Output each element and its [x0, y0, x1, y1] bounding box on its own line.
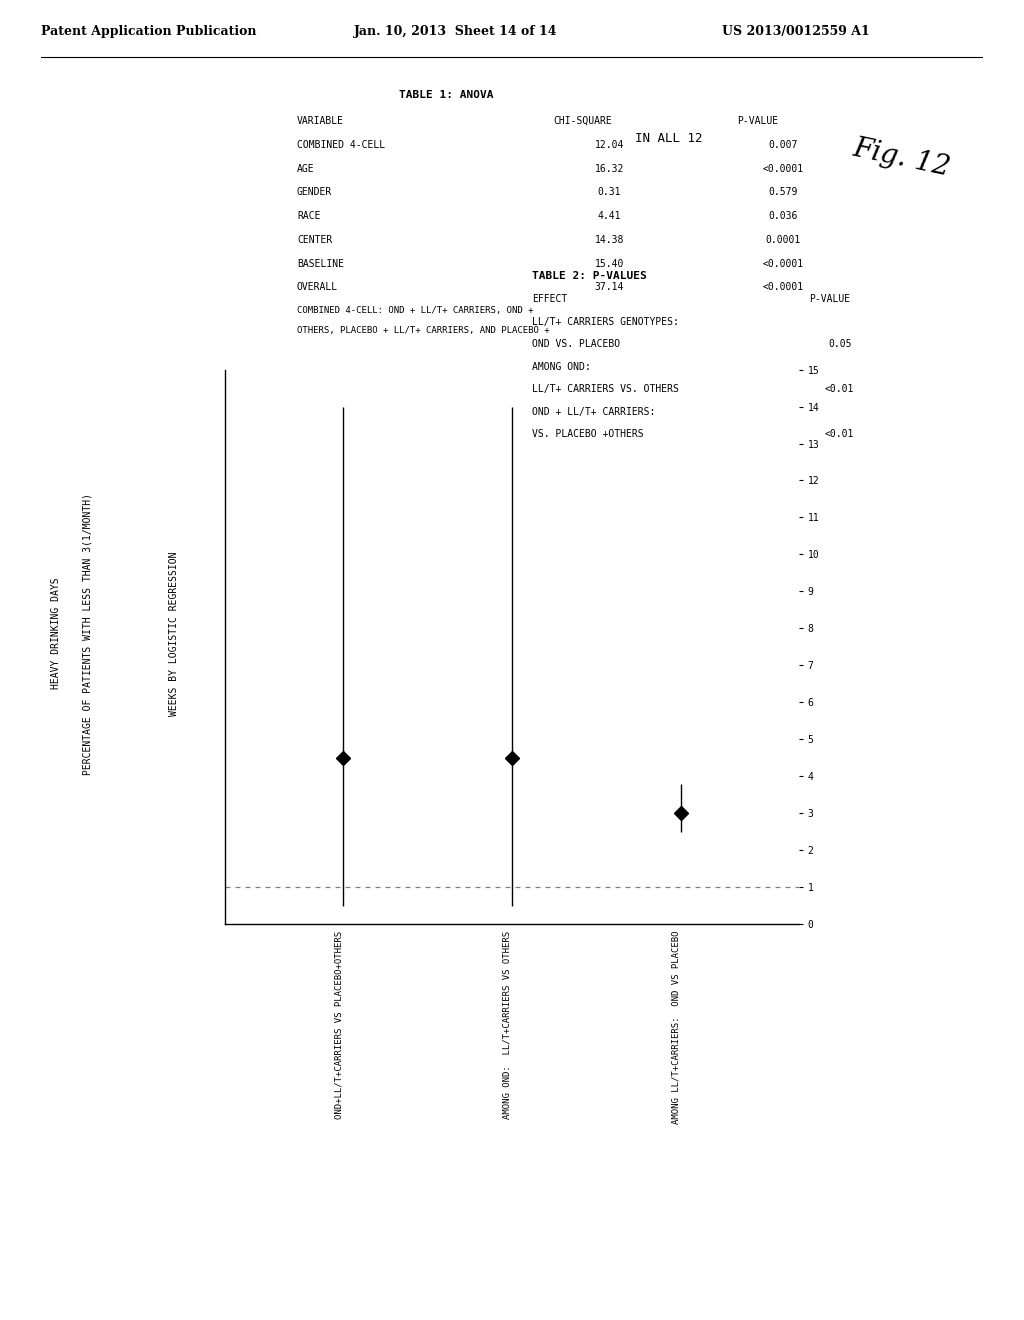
Text: P-VALUE: P-VALUE: [737, 116, 778, 127]
Text: P-VALUE: P-VALUE: [809, 294, 850, 305]
Text: <0.01: <0.01: [825, 429, 854, 440]
Text: COMBINED 4-CELL: COMBINED 4-CELL: [297, 140, 385, 150]
Text: <0.01: <0.01: [825, 384, 854, 395]
Text: COMBINED 4-CELL: OND + LL/T+ CARRIERS, OND +: COMBINED 4-CELL: OND + LL/T+ CARRIERS, O…: [297, 306, 534, 315]
Text: OND + LL/T+ CARRIERS:: OND + LL/T+ CARRIERS:: [532, 407, 655, 417]
Text: LL/T+ CARRIERS GENOTYPES:: LL/T+ CARRIERS GENOTYPES:: [532, 317, 679, 327]
Text: WEEKS BY LOGISTIC REGRESSION: WEEKS BY LOGISTIC REGRESSION: [169, 552, 179, 715]
Text: Patent Application Publication: Patent Application Publication: [41, 25, 256, 38]
Text: 0.31: 0.31: [598, 187, 621, 198]
Text: 12.04: 12.04: [595, 140, 624, 150]
Text: AMONG OND:: AMONG OND:: [532, 362, 591, 372]
Text: BASELINE: BASELINE: [297, 259, 344, 269]
Text: TABLE 1: ANOVA: TABLE 1: ANOVA: [399, 90, 494, 100]
Text: TABLE 2: P-VALUES: TABLE 2: P-VALUES: [532, 271, 647, 281]
Text: 14.38: 14.38: [595, 235, 624, 246]
Text: AMONG OND:  LL/T+CARRIERS VS OTHERS: AMONG OND: LL/T+CARRIERS VS OTHERS: [503, 931, 512, 1119]
Text: AMONG LL/T+CARRIERS:  OND VS PLACEBO: AMONG LL/T+CARRIERS: OND VS PLACEBO: [672, 931, 681, 1125]
Text: VS. PLACEBO +OTHERS: VS. PLACEBO +OTHERS: [532, 429, 644, 440]
Text: CENTER: CENTER: [297, 235, 332, 246]
Text: 0.0001: 0.0001: [766, 235, 801, 246]
Text: OND+LL/T+CARRIERS VS PLACEBO+OTHERS: OND+LL/T+CARRIERS VS PLACEBO+OTHERS: [335, 931, 343, 1119]
Text: 4.41: 4.41: [598, 211, 621, 222]
Text: HEAVY DRINKING DAYS: HEAVY DRINKING DAYS: [51, 578, 61, 689]
Text: <0.0001: <0.0001: [763, 259, 804, 269]
Text: CHI-SQUARE: CHI-SQUARE: [553, 116, 611, 127]
Text: 0.05: 0.05: [828, 339, 851, 350]
Text: RACE: RACE: [297, 211, 321, 222]
Text: 0.007: 0.007: [769, 140, 798, 150]
Text: IN ALL 12: IN ALL 12: [635, 132, 702, 145]
Text: PERCENTAGE OF PATIENTS WITH LESS THAN 3(1/MONTH): PERCENTAGE OF PATIENTS WITH LESS THAN 3(…: [82, 492, 92, 775]
Text: OTHERS, PLACEBO + LL/T+ CARRIERS, AND PLACEBO +: OTHERS, PLACEBO + LL/T+ CARRIERS, AND PL…: [297, 326, 550, 335]
Text: Fig. 12: Fig. 12: [850, 135, 952, 182]
Text: <0.0001: <0.0001: [763, 164, 804, 174]
Text: Jan. 10, 2013  Sheet 14 of 14: Jan. 10, 2013 Sheet 14 of 14: [353, 25, 557, 38]
Text: 0.579: 0.579: [769, 187, 798, 198]
Text: LL/T+ CARRIERS VS. OTHERS: LL/T+ CARRIERS VS. OTHERS: [532, 384, 679, 395]
Text: OND VS. PLACEBO: OND VS. PLACEBO: [532, 339, 621, 350]
Text: OVERALL: OVERALL: [297, 282, 338, 293]
Text: 0.036: 0.036: [769, 211, 798, 222]
Text: EFFECT: EFFECT: [532, 294, 567, 305]
Text: 15.40: 15.40: [595, 259, 624, 269]
Text: VARIABLE: VARIABLE: [297, 116, 344, 127]
Text: GENDER: GENDER: [297, 187, 332, 198]
Text: US 2013/0012559 A1: US 2013/0012559 A1: [722, 25, 870, 38]
Text: 37.14: 37.14: [595, 282, 624, 293]
Text: AGE: AGE: [297, 164, 314, 174]
Text: <0.0001: <0.0001: [763, 282, 804, 293]
Text: 16.32: 16.32: [595, 164, 624, 174]
